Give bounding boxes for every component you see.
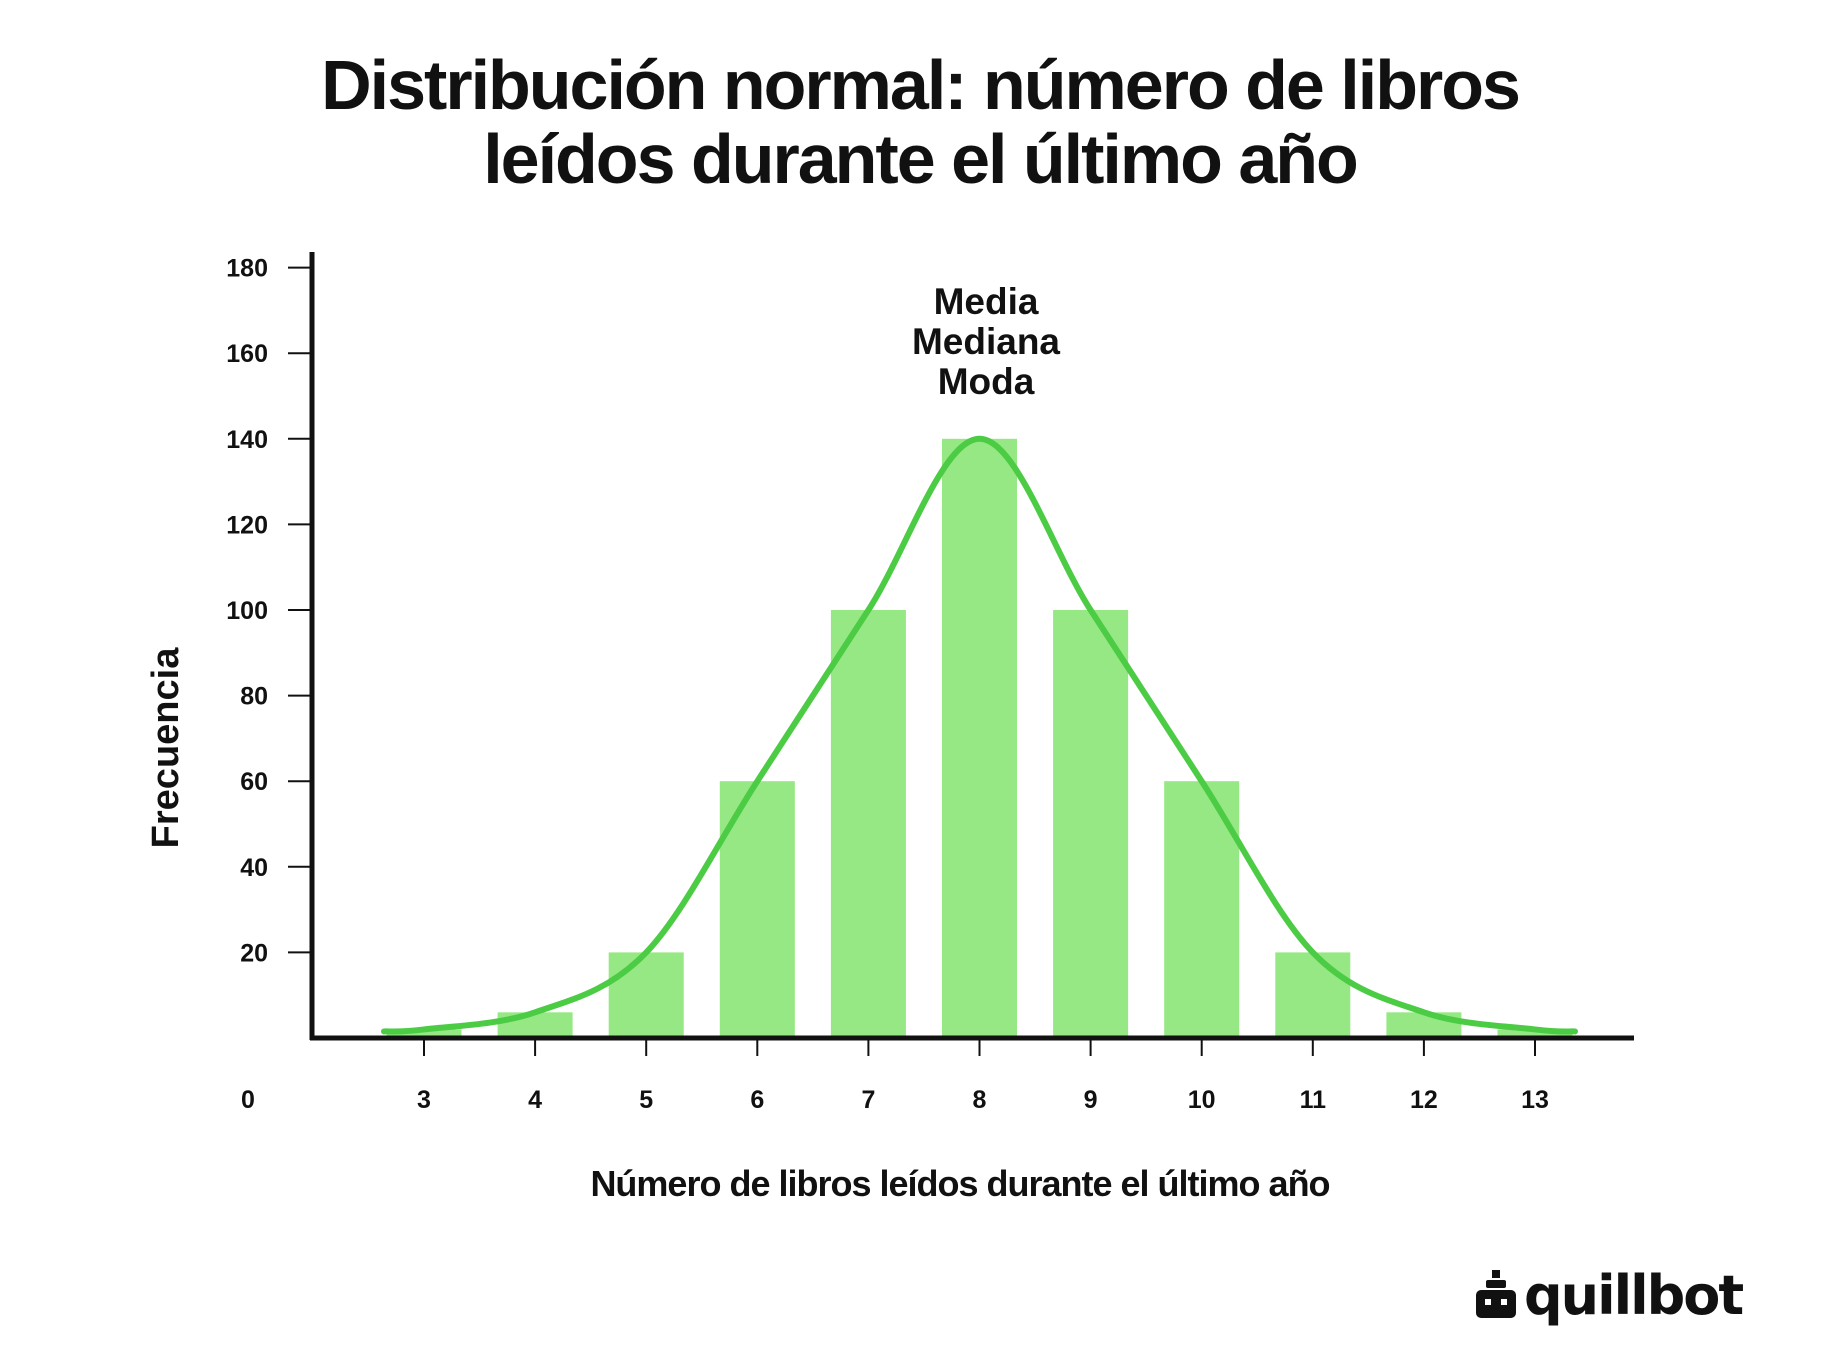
chart-title: Distribución normal: número de libros le…	[0, 48, 1840, 196]
annotation-line-2: Mediana	[912, 321, 1060, 362]
y-axis-label: Frecuencia	[145, 647, 187, 849]
chart-title-line-2: leídos durante el último año	[483, 120, 1359, 198]
bar-5	[608, 952, 684, 1038]
bar-12	[1386, 1012, 1462, 1038]
bar-13	[1497, 1029, 1573, 1038]
bar-9	[1053, 610, 1129, 1038]
x-axis-label: Número de libros leídos durante el últim…	[590, 1163, 1329, 1204]
y-tick-label-40: 40	[240, 854, 268, 882]
y-tick-label-120: 120	[226, 511, 268, 539]
annotation-line-3: Moda	[938, 361, 1035, 402]
bar-8	[942, 438, 1017, 1038]
y-axis-ticks: 20 40 60 80 100 120 140 160 180	[226, 255, 312, 967]
x-tick-label-5: 5	[639, 1086, 653, 1114]
quillbot-logo: quillbot	[1476, 1263, 1744, 1327]
x-tick-label-13: 13	[1521, 1086, 1549, 1114]
x-tick-label-8: 8	[973, 1086, 987, 1114]
y-tick-label-140: 140	[226, 426, 268, 454]
x-tick-label-12: 12	[1410, 1086, 1438, 1114]
y-tick-label-100: 100	[226, 597, 268, 625]
chart-title-line-1: Distribución normal: número de libros	[321, 46, 1521, 124]
x-tick-label-4: 4	[528, 1086, 542, 1114]
x-tick-label-3: 3	[417, 1086, 431, 1114]
x-axis-ticks: 3 4 5 6 7 8 9 10 11 12 13	[417, 1038, 1549, 1114]
distribution-curve	[381, 435, 1578, 1035]
y-tick-label-60: 60	[240, 768, 268, 796]
x-tick-label-11: 11	[1300, 1086, 1327, 1114]
x-tick-label-9: 9	[1084, 1086, 1098, 1114]
y-tick-label-80: 80	[240, 683, 268, 711]
bar-4	[497, 1012, 573, 1038]
bar-11	[1275, 952, 1351, 1038]
annotation-line-1: Media	[934, 281, 1039, 322]
robot-icon	[1476, 1270, 1516, 1318]
mean-annotation: Media Mediana Moda	[912, 281, 1060, 402]
x-origin-label: 0	[241, 1086, 255, 1114]
y-tick-label-160: 160	[226, 340, 268, 368]
bar-7	[830, 610, 906, 1038]
x-tick-label-10: 10	[1188, 1086, 1216, 1114]
bar-3	[386, 1029, 462, 1038]
y-tick-label-180: 180	[226, 255, 268, 283]
x-tick-label-6: 6	[750, 1086, 764, 1114]
brand-name: quillbot	[1524, 1263, 1744, 1327]
x-tick-label-7: 7	[861, 1086, 875, 1114]
y-tick-label-20: 20	[240, 939, 268, 967]
bars	[386, 438, 1573, 1038]
